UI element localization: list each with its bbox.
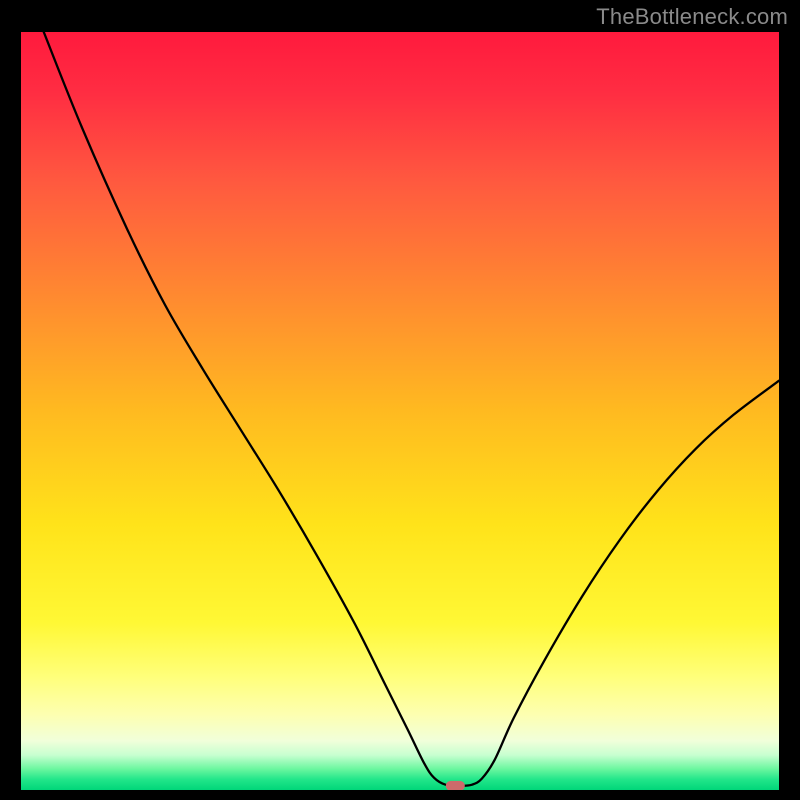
watermark-text: TheBottleneck.com	[596, 4, 788, 30]
gradient-background	[21, 32, 779, 790]
figure-root: TheBottleneck.com	[0, 0, 800, 800]
marker-pill	[446, 781, 465, 790]
bottleneck-chart	[21, 32, 779, 790]
plot-area	[21, 32, 779, 790]
